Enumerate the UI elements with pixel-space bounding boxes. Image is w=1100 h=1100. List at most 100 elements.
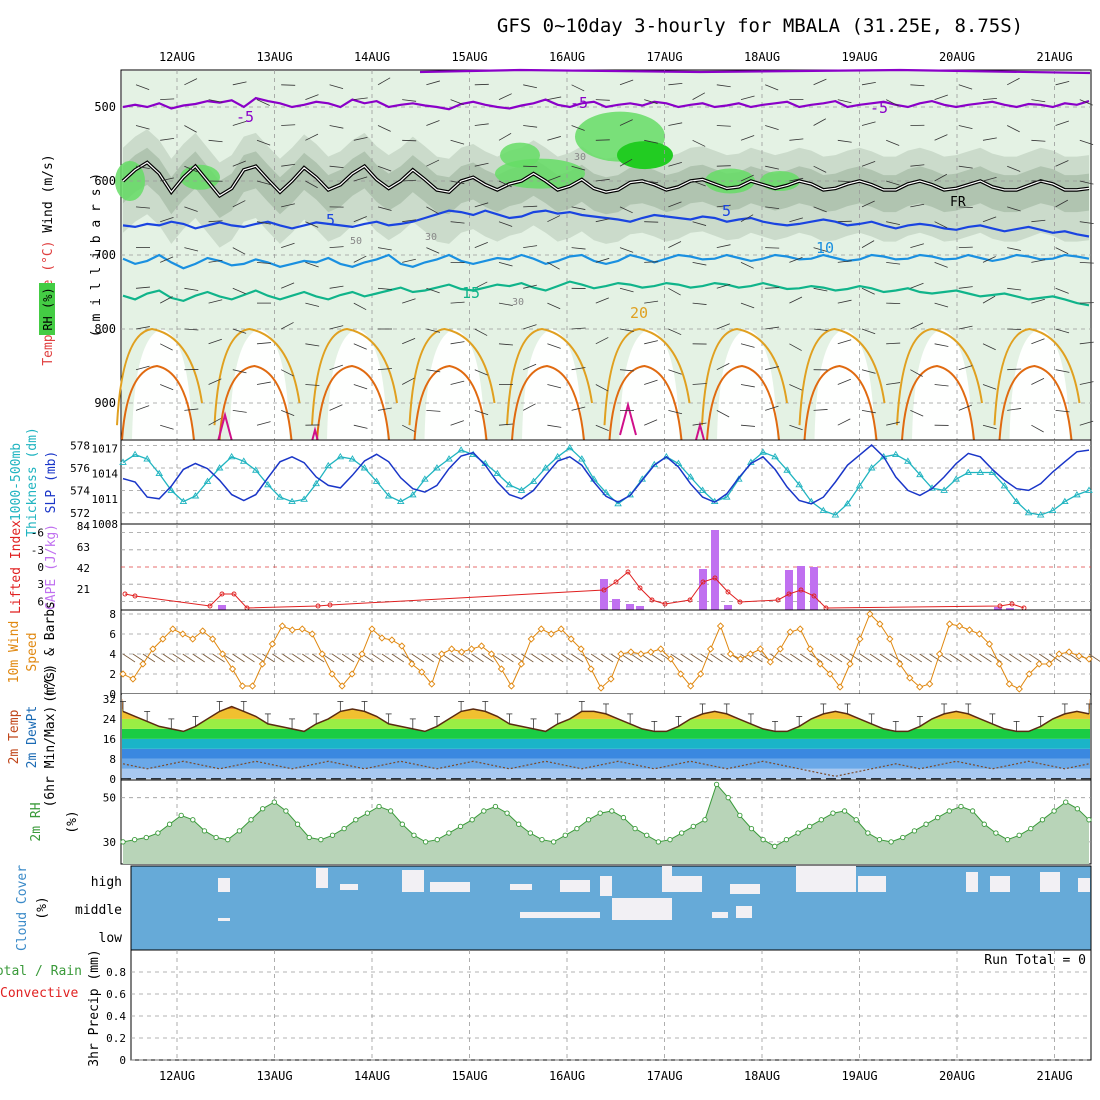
run-total: Run Total = 0 <box>984 953 1086 968</box>
cloud-clear-cell <box>712 912 728 918</box>
wind-barb <box>668 328 682 336</box>
cloud-clear-cell <box>1078 878 1090 892</box>
thickness-series <box>119 443 1093 518</box>
wind-speed-point <box>398 642 406 650</box>
isotherm-25-loop <box>511 364 585 441</box>
wind-barb <box>886 221 900 226</box>
pressure-tick: 500 <box>94 100 116 114</box>
wind-barb <box>1031 424 1044 433</box>
wind-barb <box>256 180 271 186</box>
rh-legend-label: RH (%) <box>41 287 55 330</box>
thickness-point <box>179 497 188 505</box>
precip-label-2: Convective <box>0 986 78 1001</box>
thickness-point <box>831 511 840 518</box>
precip-tick: 0.4 <box>106 1010 126 1023</box>
wind-barb <box>1055 287 1069 294</box>
wind-barb <box>232 410 247 413</box>
wind-barb <box>305 262 319 268</box>
upper-air-panel: 500 600 700 800 900 -5 -5 -5 5 5 10 15 20 FR… <box>39 68 1094 461</box>
temp-band <box>122 748 1090 759</box>
wind-speed-point <box>926 680 934 688</box>
thickness-point <box>904 457 912 464</box>
wind-barb <box>523 284 537 289</box>
thickness-label-1: 1000-500mb <box>9 443 24 521</box>
wind-barb <box>1031 259 1046 263</box>
slp-tick: 1011 <box>92 493 119 506</box>
rh2m-point <box>562 832 568 838</box>
wind-barb <box>861 81 876 86</box>
day-label-bottom: 18AUG <box>744 1069 780 1083</box>
wind-barb <box>402 258 416 263</box>
wind-barb <box>426 328 441 333</box>
wind-barb <box>934 384 949 387</box>
wind-speed-point <box>288 626 296 634</box>
cape-bar <box>626 604 634 610</box>
rh2m-point <box>620 814 627 821</box>
day-label-top: 15AUG <box>451 50 487 64</box>
wind-barb <box>135 165 150 170</box>
thickness-point <box>892 450 900 458</box>
wind-barb <box>402 337 416 345</box>
wind-speed-point <box>199 627 207 635</box>
lifted-index-point <box>219 591 225 597</box>
wind-speed-point <box>308 630 316 638</box>
pressure-tick: 700 <box>94 248 116 262</box>
wind-barb <box>426 247 440 254</box>
wind10-barb <box>790 653 803 663</box>
rh2m-point <box>481 808 487 814</box>
thickness-point <box>421 475 429 482</box>
wind-barb <box>644 261 659 263</box>
wind-speed-point <box>268 640 277 648</box>
wind10-barb <box>650 653 664 663</box>
wind-barb <box>813 206 827 213</box>
li-tick: 0 <box>37 561 44 574</box>
rh2m-point <box>795 830 801 836</box>
rh2m-point <box>911 828 918 834</box>
thickness-point <box>191 492 200 499</box>
wind-speed-point <box>687 682 695 690</box>
wind-barb <box>789 384 803 391</box>
wind-barb <box>861 328 876 335</box>
wind-barb <box>910 322 924 330</box>
wind-barb <box>619 206 633 214</box>
day-label-top: 19AUG <box>841 50 877 64</box>
isotherm-20-loop <box>798 327 886 426</box>
rh-dry-bump <box>1009 329 1070 440</box>
lifted-index-line <box>122 569 1027 611</box>
rh-dry-bump <box>327 329 387 440</box>
wind-barb <box>305 221 319 228</box>
wind-barb <box>523 205 538 208</box>
rh2m-point <box>1028 825 1034 832</box>
wind10-barb <box>770 653 783 663</box>
temp-band <box>122 718 1090 729</box>
wind-barb <box>208 259 223 263</box>
wind-speed-point <box>139 660 147 668</box>
isotherm-25-loop <box>706 364 780 441</box>
wind-speed-point <box>169 625 177 633</box>
wind-barb <box>716 204 731 208</box>
rh-label-50: 50 <box>350 236 362 247</box>
wind-barb <box>716 84 731 88</box>
wind-speed-point <box>985 640 994 648</box>
wind-barb <box>305 133 319 141</box>
wind-barb <box>619 79 634 86</box>
rh-dry-bump <box>522 329 582 440</box>
wind-speed-point <box>149 645 157 653</box>
wind-speed-point <box>418 668 426 676</box>
isotherm-25-loop <box>803 364 878 441</box>
lifted-index-point <box>625 569 631 575</box>
wind-barb <box>644 180 659 184</box>
wind-speed-point <box>1015 685 1023 693</box>
wind10-barb <box>551 653 564 663</box>
wind-tick: 0 <box>109 688 116 701</box>
temp-tick: 32 <box>103 693 116 706</box>
thickness-point <box>867 464 876 471</box>
rh-dry-bump <box>717 329 777 440</box>
wind-barb <box>910 243 924 248</box>
rh-label-30-c: 30 <box>425 232 437 243</box>
precip-label-3: 3hr Precip (mm) <box>87 949 102 1066</box>
wind-barb <box>571 327 586 330</box>
wind10-barb <box>202 653 215 663</box>
wind10-barb <box>849 653 863 663</box>
